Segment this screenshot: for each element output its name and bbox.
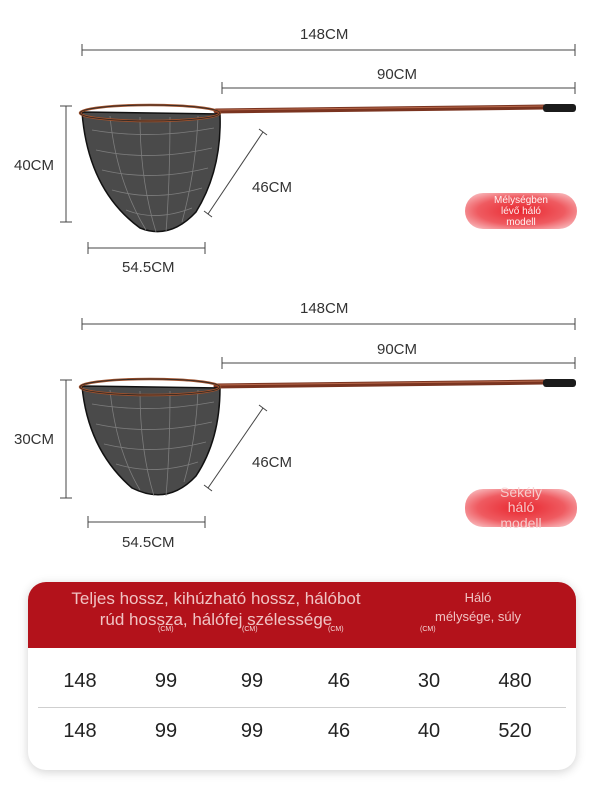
table-cell: 99 — [240, 720, 264, 742]
head-width-label: 54.5CM — [122, 259, 175, 276]
table-cell: 46 — [327, 720, 351, 742]
frame-diagonal-label: 46CM — [252, 454, 293, 471]
table-cell: 99 — [240, 670, 264, 692]
head-width-label: 54.5CM — [122, 534, 175, 551]
table-row: 148 99 99 46 40 520 — [28, 708, 576, 756]
handle-length-label: 90CM — [377, 341, 418, 358]
deep-model-badge: Mélységben lévő háló modell — [465, 193, 577, 229]
table-cell: 520 — [498, 720, 532, 742]
header-right-line-2: mélysége, súly — [435, 609, 521, 624]
table-cell: 148 — [63, 720, 97, 742]
table-cell: 480 — [498, 670, 532, 692]
row-divider — [38, 707, 566, 708]
header-left-line-2: rúd hossza, hálófej szélessége — [99, 610, 333, 629]
deep-net-illustration — [60, 44, 576, 254]
net-depth-label: 40CM — [14, 157, 55, 174]
total-length-label: 148CM — [300, 300, 349, 317]
table-cell: 30 — [417, 670, 441, 692]
shallow-badge-line-1: Sekély — [499, 483, 543, 500]
unit-label: (CM) — [158, 626, 174, 633]
table-cell: 40 — [417, 720, 441, 742]
table-cell: 99 — [154, 670, 178, 692]
table-cell: 99 — [154, 720, 178, 742]
shallow-badge-line-3: modell — [500, 514, 542, 531]
deep-badge-line-1: Mélységben — [494, 194, 548, 206]
unit-label: (CM) — [420, 626, 436, 633]
deep-model-diagram: 148CM 90CM 40CM 46CM 54.5CM — [0, 0, 600, 290]
shallow-model-badge: Sekély háló modell — [465, 484, 577, 531]
frame-diagonal-label: 46CM — [252, 179, 293, 196]
net-depth-label: 30CM — [14, 431, 55, 448]
table-cell: 46 — [327, 670, 351, 692]
spec-table: Teljes hossz, kihúzható hossz, hálóbot r… — [28, 582, 576, 770]
shallow-badge-line-2: háló — [507, 499, 535, 516]
shallow-model-diagram: 148CM 90CM 30CM 46CM 54.5CM — [0, 290, 600, 570]
unit-label: (CM) — [242, 626, 258, 633]
header-left-line-1: Teljes hossz, kihúzható hossz, hálóbot — [71, 589, 361, 608]
spec-table-header: Teljes hossz, kihúzható hossz, hálóbot r… — [28, 582, 576, 648]
table-row: 148 99 99 46 30 480 — [28, 658, 576, 706]
header-left-text: Teljes hossz, kihúzható hossz, hálóbot r… — [36, 588, 396, 630]
handle-length-label: 90CM — [377, 66, 418, 83]
total-length-label: 148CM — [300, 26, 349, 43]
shallow-net-illustration — [60, 318, 576, 528]
table-cell: 148 — [63, 670, 97, 692]
unit-label: (CM) — [328, 626, 344, 633]
deep-badge-line-2: lévő háló — [500, 205, 541, 217]
header-right-line-1: Háló — [464, 590, 492, 605]
deep-badge-line-3: modell — [506, 216, 536, 228]
header-right-text: Háló mélysége, súly — [408, 588, 548, 626]
